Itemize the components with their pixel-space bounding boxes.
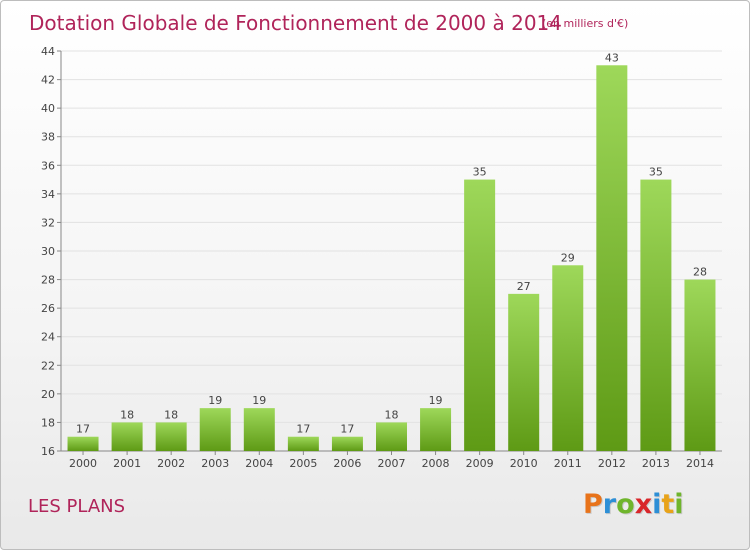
- value-label-2006: 17: [340, 423, 354, 436]
- bar-2006[interactable]: [331, 436, 363, 451]
- y-tick-label: 44: [41, 45, 55, 58]
- bar-2005[interactable]: [287, 436, 319, 451]
- y-tick-label: 32: [41, 216, 55, 229]
- y-tick-label: 38: [41, 131, 55, 144]
- value-label-2012: 43: [605, 51, 619, 64]
- value-label-2001: 18: [120, 408, 134, 421]
- bar-2004[interactable]: [243, 408, 275, 451]
- y-tick-label: 28: [41, 274, 55, 287]
- y-tick-label: 30: [41, 245, 55, 258]
- value-label-2007: 18: [385, 408, 399, 421]
- x-tick-label-2007: 2007: [378, 457, 406, 470]
- value-label-2004: 19: [252, 394, 266, 407]
- x-tick-label-2005: 2005: [289, 457, 317, 470]
- value-label-2008: 19: [429, 394, 443, 407]
- chart-title: Dotation Globale de Fonctionnement de 20…: [29, 11, 562, 35]
- x-tick-label-2014: 2014: [686, 457, 714, 470]
- x-tick-label-2013: 2013: [642, 457, 670, 470]
- bar-2000[interactable]: [67, 436, 99, 451]
- y-tick-label: 34: [41, 188, 55, 201]
- y-tick-label: 16: [41, 445, 55, 458]
- x-tick-label-2010: 2010: [510, 457, 538, 470]
- x-tick-label-2006: 2006: [333, 457, 361, 470]
- logo-letter: r: [602, 489, 617, 520]
- value-label-2005: 17: [296, 423, 310, 436]
- logo-letter: o: [616, 489, 635, 520]
- bars: [67, 65, 716, 452]
- bar-2013[interactable]: [640, 179, 672, 452]
- bar-2002[interactable]: [155, 422, 187, 451]
- y-tick-label: 42: [41, 74, 55, 87]
- x-tick-label-2002: 2002: [157, 457, 185, 470]
- chart-unit-label: (en milliers d'€): [542, 17, 629, 30]
- bar-2014[interactable]: [684, 279, 716, 451]
- x-tick-label-2003: 2003: [201, 457, 229, 470]
- y-tick-label: 18: [41, 416, 55, 429]
- y-tick-label: 20: [41, 388, 55, 401]
- bar-2012[interactable]: [596, 65, 628, 452]
- bar-2001[interactable]: [111, 422, 143, 451]
- labels: 17 2000 18 2001 18 2002 19 2003 19 2004 17 2005 17 20…: [69, 51, 714, 470]
- value-label-2013: 35: [649, 166, 663, 179]
- bar-2009[interactable]: [464, 179, 496, 452]
- logo-letter: t: [661, 489, 675, 520]
- y-tick-label: 22: [41, 359, 55, 372]
- x-tick-label-2004: 2004: [245, 457, 273, 470]
- logo-letter: i: [674, 489, 684, 520]
- bar-2011[interactable]: [552, 265, 584, 451]
- value-label-2011: 29: [561, 251, 575, 264]
- value-label-2009: 35: [473, 166, 487, 179]
- logo-letter: P: [583, 489, 603, 520]
- logo-letter: x: [634, 489, 653, 520]
- bar-2010[interactable]: [508, 293, 540, 451]
- x-tick-label-2012: 2012: [598, 457, 626, 470]
- bar-2008[interactable]: [420, 408, 452, 451]
- y-tick-label: 40: [41, 102, 55, 115]
- value-label-2014: 28: [693, 266, 707, 279]
- x-tick-label-2001: 2001: [113, 457, 141, 470]
- y-tick-label: 26: [41, 302, 55, 315]
- bar-2007[interactable]: [376, 422, 407, 451]
- value-label-2002: 18: [164, 408, 178, 421]
- x-tick-label-2009: 2009: [466, 457, 494, 470]
- proxiti-logo[interactable]: Proxiti: [583, 489, 684, 523]
- x-tick-label-2008: 2008: [422, 457, 450, 470]
- value-label-2003: 19: [208, 394, 222, 407]
- x-tick-label-2011: 2011: [554, 457, 582, 470]
- logo-letter: i: [652, 489, 662, 520]
- value-label-2010: 27: [517, 280, 531, 293]
- y-tick-label: 24: [41, 331, 55, 344]
- x-tick-label-2000: 2000: [69, 457, 97, 470]
- y-tick-label: 36: [41, 159, 55, 172]
- bar-2003[interactable]: [199, 408, 231, 451]
- commune-name: LES PLANS: [28, 496, 126, 517]
- value-label-2000: 17: [76, 423, 90, 436]
